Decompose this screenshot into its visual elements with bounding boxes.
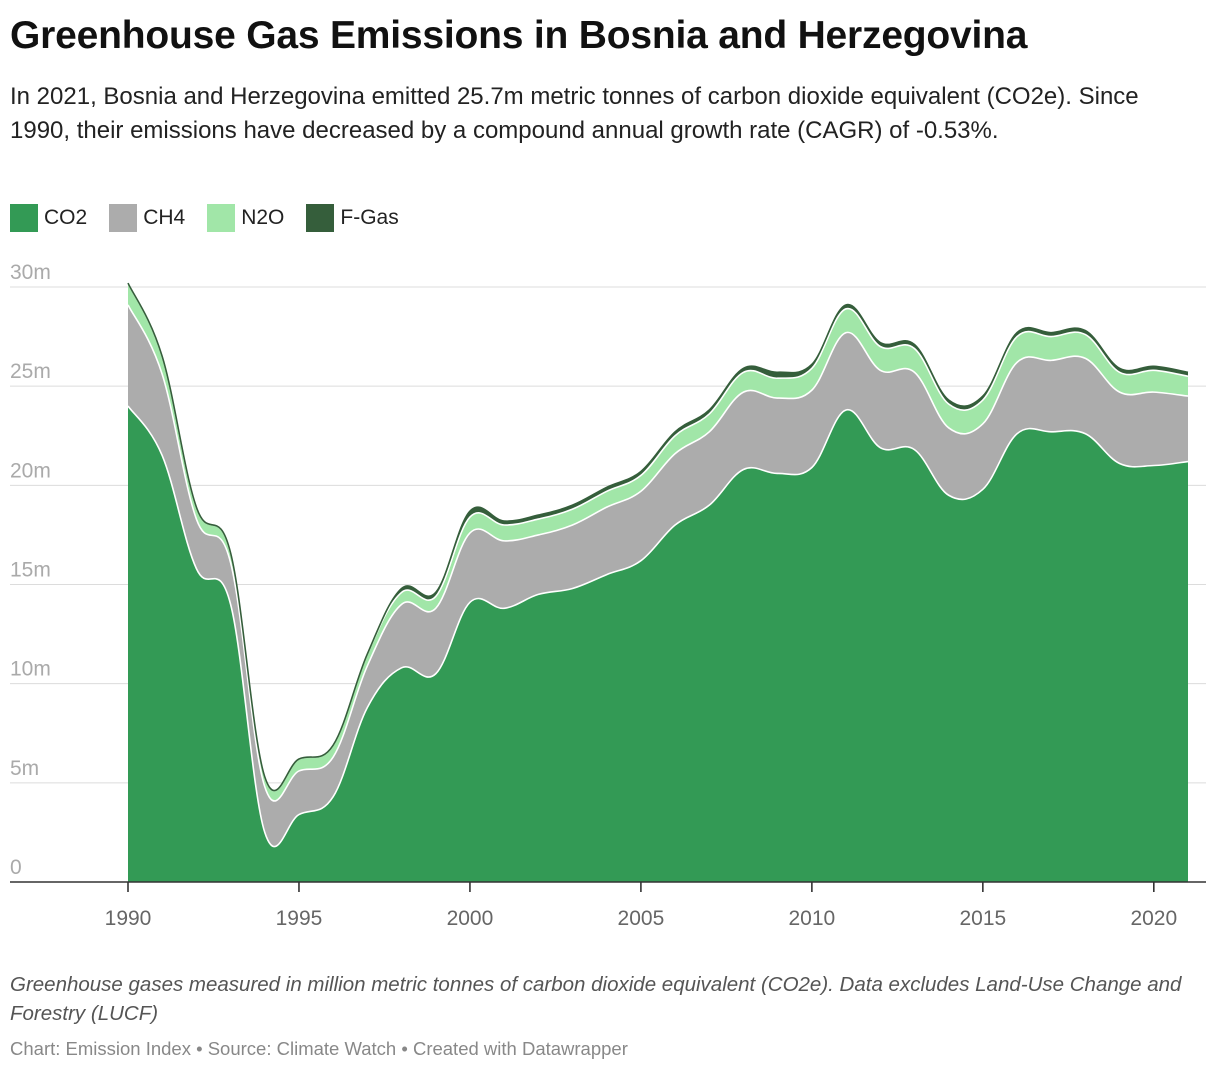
y-tick-label: 5m <box>10 757 39 780</box>
legend-item-n2o: N2O <box>207 204 284 232</box>
x-tick-label: 1995 <box>276 907 323 930</box>
legend-swatch-co2 <box>10 204 38 232</box>
y-tick-label: 20m <box>10 459 51 482</box>
legend-item-co2: CO2 <box>10 204 87 232</box>
legend-item-f-gas: F-Gas <box>306 204 399 232</box>
separator-line-co2 <box>127 405 1189 848</box>
x-tick-label: 2010 <box>789 907 836 930</box>
legend-swatch-n2o <box>207 204 236 232</box>
x-tick-label: 2005 <box>618 907 665 930</box>
chart-notes: Greenhouse gases measured in million met… <box>10 973 1182 1025</box>
x-tick-label: 1990 <box>105 907 152 930</box>
legend-item-ch4: CH4 <box>109 204 185 232</box>
legend-label-n2o: N2O <box>241 206 285 229</box>
y-tick-label: 0 <box>10 856 22 879</box>
y-tick-label: 25m <box>10 360 51 383</box>
chart-subtitle: In 2021, Bosnia and Herzegovina emitted … <box>10 83 1139 144</box>
legend-label-f-gas: F-Gas <box>340 206 399 229</box>
area-co2 <box>128 406 1188 882</box>
x-tick-label: 2020 <box>1130 907 1177 930</box>
area-n2o <box>128 283 1188 801</box>
x-tick-label: 2015 <box>959 907 1006 930</box>
chart-footer: Chart: Emission Index • Source: Climate … <box>10 1038 628 1059</box>
total-outline <box>127 282 1189 792</box>
stacked-area-chart: 0 5m 10m 15m 20m 25m 30m 1990 1995 2000 2005 2010 20… <box>10 261 1206 930</box>
legend-label-ch4: CH4 <box>143 206 186 229</box>
separator-line-ch4 <box>127 304 1189 802</box>
legend-swatch-f-gas <box>306 204 335 232</box>
y-tick-label: 10m <box>10 658 51 681</box>
y-tick-label: 30m <box>10 261 51 284</box>
x-tick-label: 2000 <box>447 907 494 930</box>
area-ch4 <box>128 304 1188 847</box>
legend: CO2 CH4 N2O F-Gas <box>10 204 421 232</box>
chart-title: Greenhouse Gas Emissions in Bosnia and H… <box>10 14 1028 57</box>
legend-label-co2: CO2 <box>44 206 88 229</box>
legend-swatch-ch4 <box>109 204 138 232</box>
y-tick-label: 15m <box>10 559 51 582</box>
